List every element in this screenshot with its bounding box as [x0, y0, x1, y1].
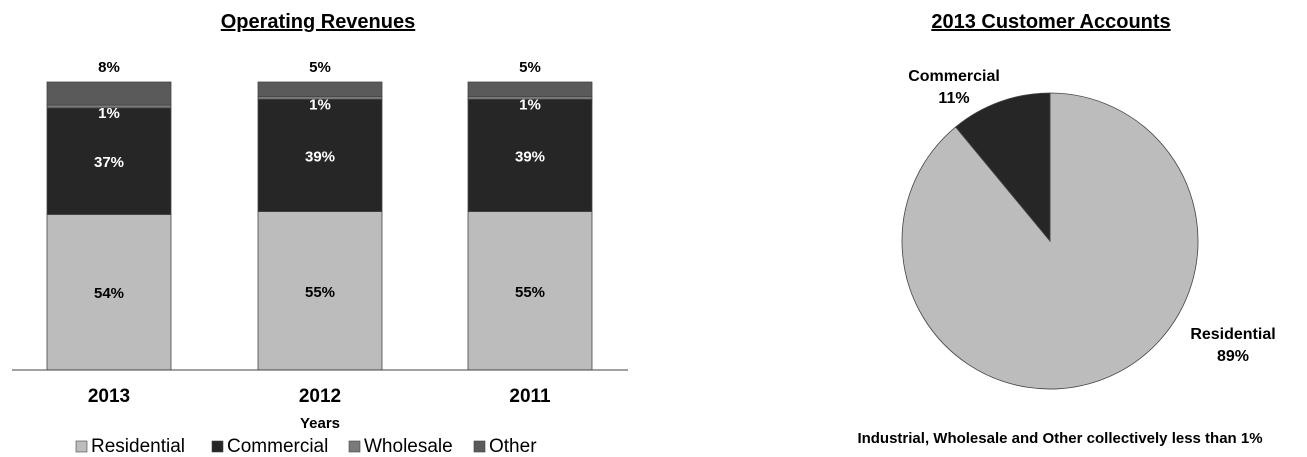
bar-segment-other-2012 [257, 81, 383, 97]
pie-chart: 2013 Customer Accounts Commercial 11% Re… [857, 11, 1275, 447]
data-label-residential-2011: 55% [515, 284, 545, 301]
legend-swatch-commercial [211, 440, 224, 453]
data-label-commercial-2011: 39% [515, 148, 545, 165]
legend-swatch-residential [75, 440, 88, 453]
bar-segment-residential-2012 [257, 211, 383, 371]
pie-slices [901, 92, 1199, 390]
data-label-residential-2012: 55% [305, 284, 335, 301]
x-tick-label-2011: 2011 [509, 386, 551, 407]
slice-name-residential: Residential [1190, 326, 1275, 343]
data-label-residential-2013: 54% [94, 285, 124, 302]
legend-item-commercial: Commercial [211, 436, 328, 457]
legend-swatch-other [473, 440, 486, 453]
data-label-other-2013: 8% [98, 59, 120, 76]
data-label-commercial-2012: 39% [305, 148, 335, 165]
data-label-commercial-2013: 37% [94, 154, 124, 171]
legend-item-residential: Residential [75, 436, 185, 457]
data-label-wholesale-2013: 1% [98, 105, 120, 122]
legend-label-other: Other [489, 436, 537, 457]
legend-item-wholesale: Wholesale [348, 436, 453, 457]
data-label-other-2012: 5% [309, 59, 331, 76]
x-tick-label-2013: 2013 [88, 386, 130, 407]
bar-segments: 54% 37% 1% 8% 55% 39% 1% 5% 55% 39% 1% 5% [46, 59, 593, 371]
bar-chart-title: Operating Revenues [221, 11, 416, 33]
x-tick-label-2012: 2012 [299, 386, 341, 407]
data-label-wholesale-2011: 1% [519, 96, 541, 113]
legend-item-other: Other [473, 436, 537, 457]
bar-segment-residential-2013 [46, 214, 172, 371]
legend-label-residential: Residential [91, 436, 185, 457]
data-label-other-2011: 5% [519, 59, 541, 76]
bar-chart-legend: Residential Commercial Wholesale Other [75, 436, 537, 457]
x-tick-labels: 2013 2012 2011 [88, 386, 551, 407]
bar-segment-other-2013 [46, 81, 172, 106]
slice-value-residential: 89% [1217, 348, 1249, 365]
bar-segment-other-2011 [467, 81, 593, 97]
pie-slice-commercial [955, 92, 1051, 243]
data-label-wholesale-2012: 1% [309, 96, 331, 113]
pie-chart-note: Industrial, Wholesale and Other collecti… [857, 430, 1262, 447]
legend-swatch-wholesale [348, 440, 361, 453]
bar-segment-commercial-2013 [46, 107, 172, 215]
slice-label-commercial: Commercial 11% [908, 68, 1000, 107]
slice-value-commercial: 11% [938, 90, 969, 107]
bar-segment-commercial-2012 [257, 98, 383, 212]
legend-label-wholesale: Wholesale [364, 436, 453, 457]
legend-label-commercial: Commercial [227, 436, 328, 457]
slice-label-residential: Residential 89% [1190, 326, 1275, 365]
pie-chart-title: 2013 Customer Accounts [931, 11, 1170, 33]
x-axis-label: Years [300, 415, 340, 432]
slice-name-commercial: Commercial [908, 68, 1000, 85]
bar-chart: Operating Revenues 54%37%1%8%55%39%1%5%5… [12, 11, 628, 457]
